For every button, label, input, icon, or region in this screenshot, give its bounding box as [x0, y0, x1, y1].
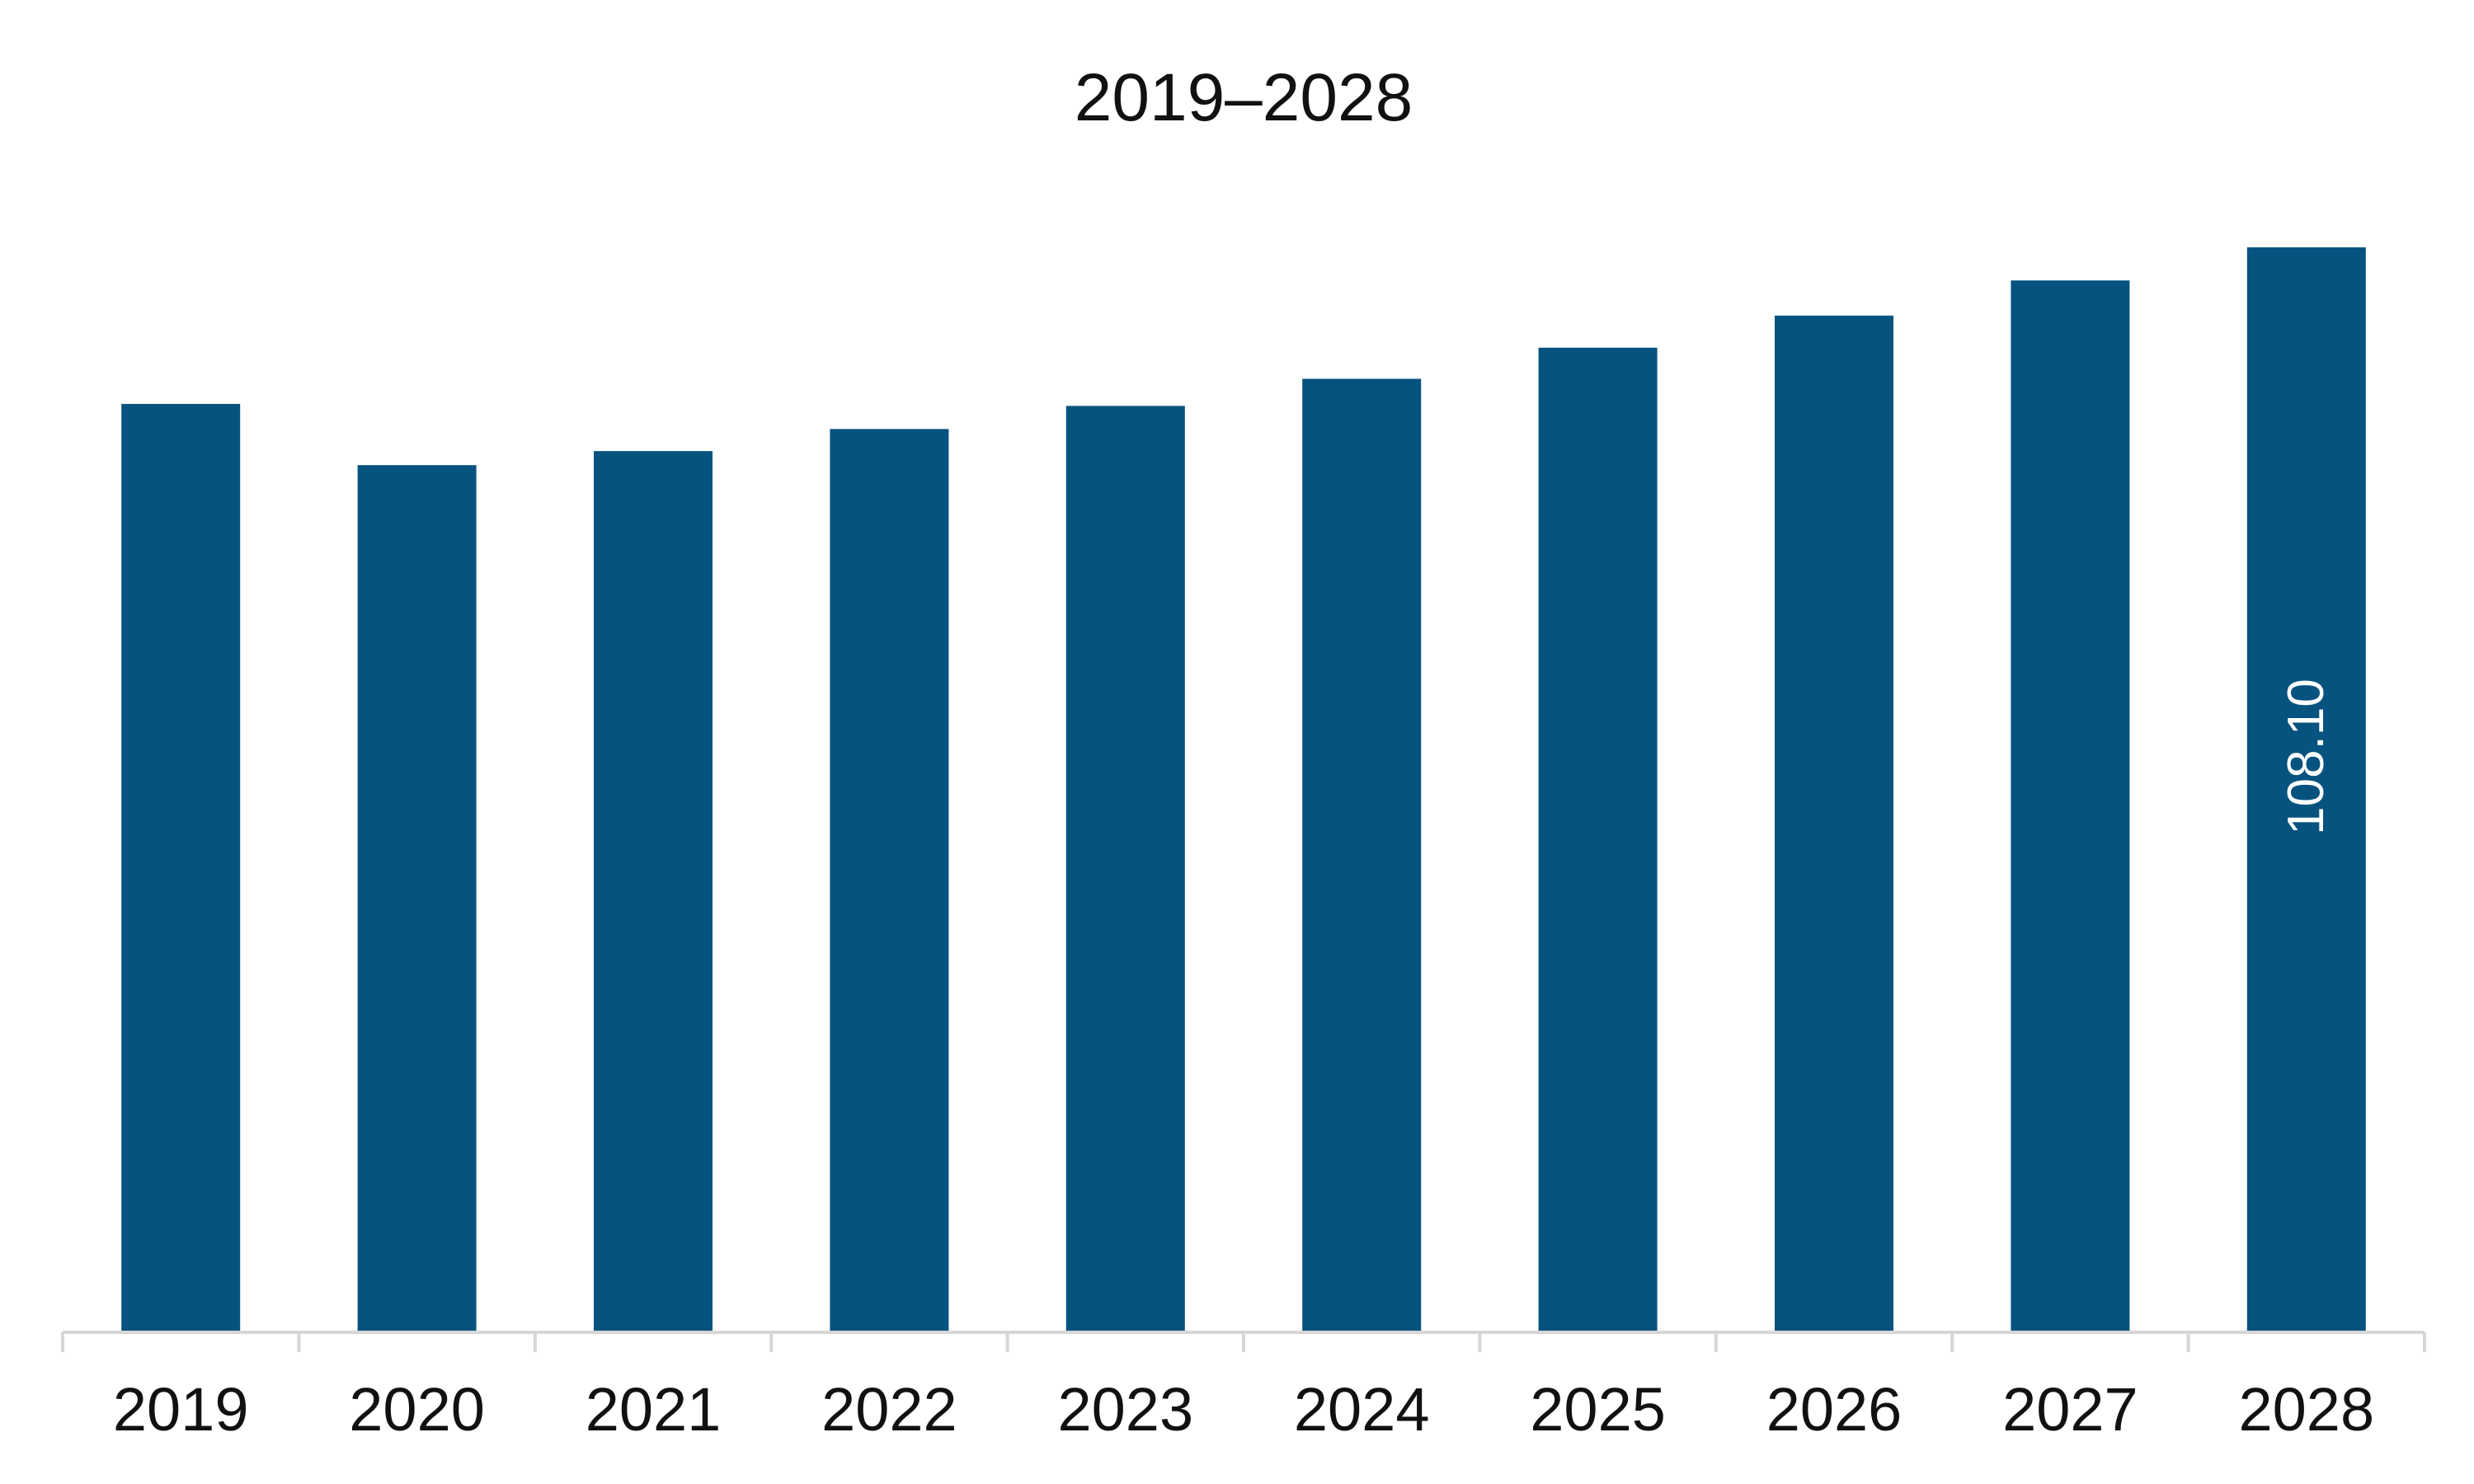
bars-layer: [121, 247, 2366, 1333]
data-label-2028: 108.10: [2278, 679, 2335, 835]
bar-2021: [594, 451, 713, 1333]
bar-2024: [1302, 378, 1422, 1332]
bar-2022: [830, 429, 949, 1332]
x-tick-label-2025: 2025: [1530, 1375, 1666, 1444]
bar-2023: [1065, 406, 1185, 1332]
bar-2026: [1775, 315, 1893, 1333]
x-tick-label-2028: 2028: [2238, 1375, 2374, 1444]
x-axis-labels: 2019 2020 2021 2022 2023 2024 2025 2026 2027 2028: [113, 1375, 2374, 1444]
x-tick-label-2022: 2022: [821, 1375, 957, 1444]
bar-2027: [2011, 280, 2130, 1332]
bar-2028: [2246, 247, 2366, 1332]
x-tick-label-2023: 2023: [1057, 1375, 1193, 1444]
chart-title: 2019–2028: [1075, 60, 1413, 135]
x-tick-label-2019: 2019: [113, 1375, 249, 1444]
x-tick-label-2021: 2021: [586, 1375, 722, 1444]
x-tick-label-2024: 2024: [1294, 1375, 1430, 1444]
bar-2025: [1538, 347, 1658, 1332]
bar-2020: [357, 465, 477, 1333]
x-tick-label-2020: 2020: [349, 1375, 485, 1444]
x-axis-ticks: [61, 1332, 2426, 1352]
x-tick-label-2027: 2027: [2002, 1375, 2138, 1444]
bar-2019: [121, 403, 241, 1332]
data-labels: 108.10: [2278, 679, 2335, 835]
x-tick-label-2026: 2026: [1766, 1375, 1903, 1444]
